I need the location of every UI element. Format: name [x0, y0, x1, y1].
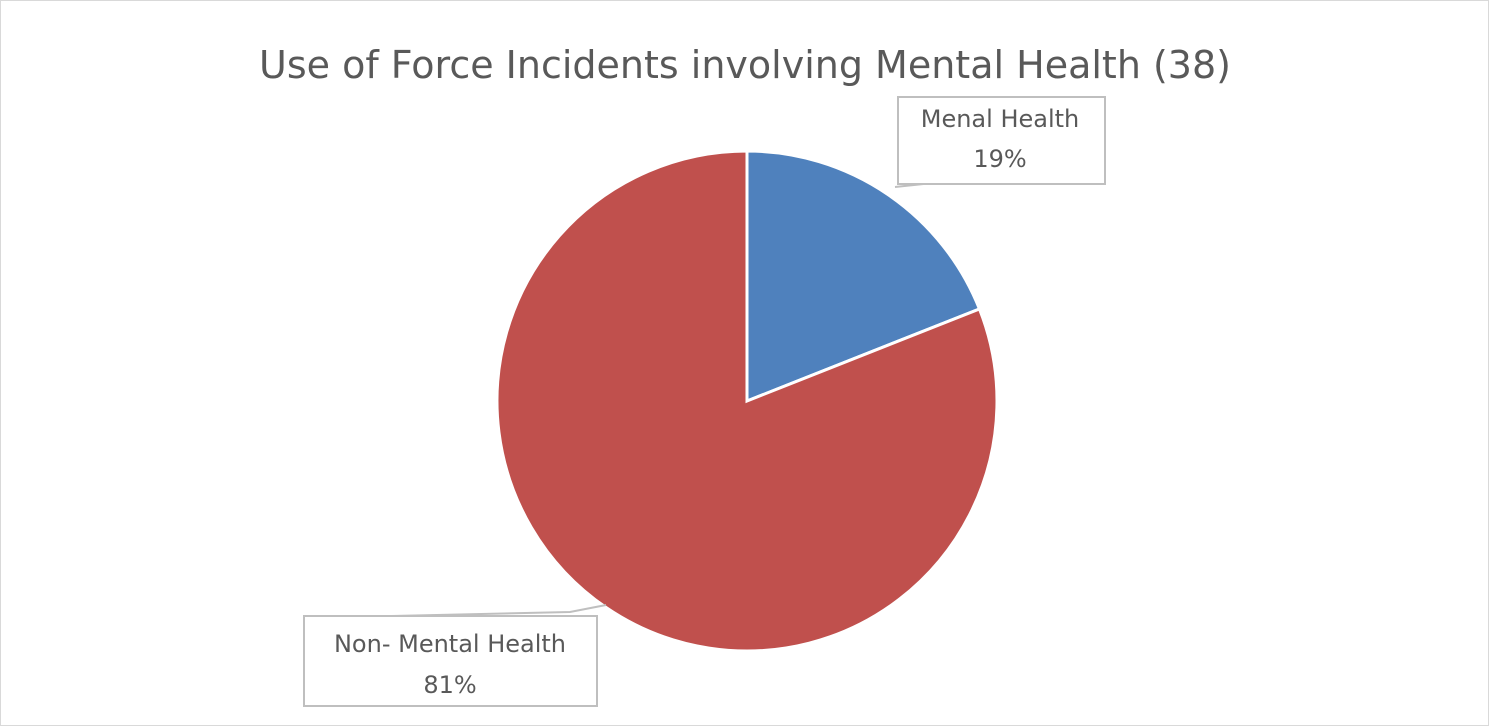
label-box-non-mental-health — [303, 615, 598, 707]
pie-slice-menal-health — [745, 149, 982, 404]
chart-title: Use of Force Incidents involving Mental … — [259, 43, 1231, 87]
value-label-menal-health: 19% — [973, 145, 1026, 173]
pie-slices — [495, 149, 999, 653]
label-box-menal-health — [897, 96, 1106, 185]
category-label-non-mental-health: Non- Mental Health — [334, 630, 566, 658]
category-label-menal-health: Menal Health — [921, 105, 1080, 133]
pie-slice-non-mental-health — [495, 149, 999, 653]
callout-menal-health: Menal Health 19% — [894, 96, 1106, 188]
callout-non-mental-health: Non- Mental Health 81% — [303, 604, 607, 707]
value-label-non-mental-health: 81% — [423, 671, 476, 699]
